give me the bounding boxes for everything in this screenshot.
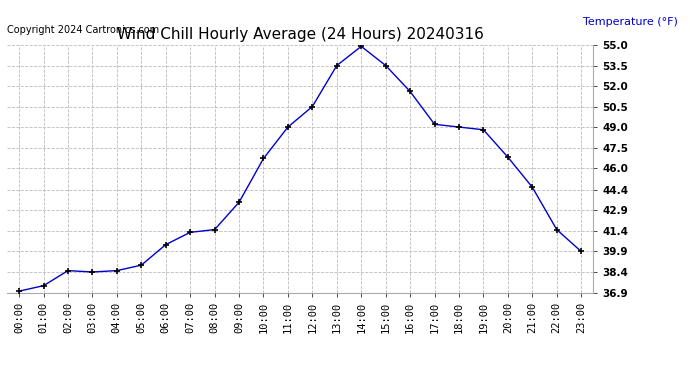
Text: Temperature (°F): Temperature (°F) bbox=[583, 17, 678, 27]
Text: Copyright 2024 Cartronics.com: Copyright 2024 Cartronics.com bbox=[7, 25, 159, 35]
Title: Wind Chill Hourly Average (24 Hours) 20240316: Wind Chill Hourly Average (24 Hours) 202… bbox=[117, 27, 484, 42]
